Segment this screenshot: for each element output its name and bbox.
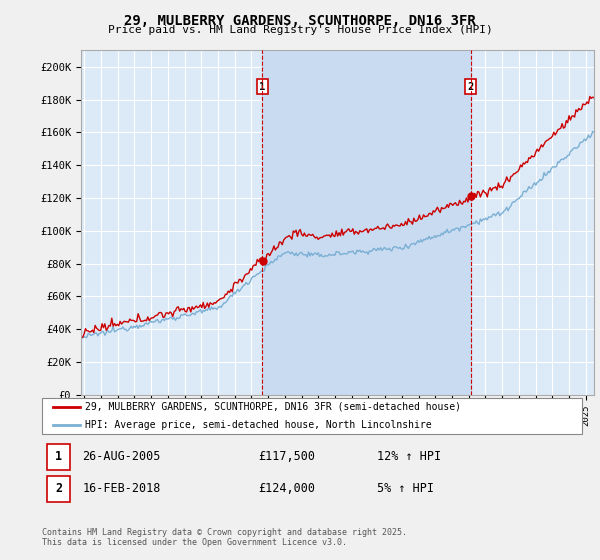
- FancyBboxPatch shape: [42, 398, 582, 434]
- Text: 16-FEB-2018: 16-FEB-2018: [83, 482, 161, 496]
- Text: 2: 2: [467, 82, 474, 92]
- Bar: [262, 50, 470, 395]
- FancyBboxPatch shape: [47, 476, 70, 502]
- Text: 29, MULBERRY GARDENS, SCUNTHORPE, DN16 3FR (semi-detached house): 29, MULBERRY GARDENS, SCUNTHORPE, DN16 3…: [85, 402, 461, 412]
- Text: HPI: Average price, semi-detached house, North Lincolnshire: HPI: Average price, semi-detached house,…: [85, 420, 432, 430]
- Text: 1: 1: [259, 82, 265, 92]
- Text: Price paid vs. HM Land Registry's House Price Index (HPI): Price paid vs. HM Land Registry's House …: [107, 25, 493, 35]
- FancyBboxPatch shape: [47, 444, 70, 470]
- Text: 29, MULBERRY GARDENS, SCUNTHORPE, DN16 3FR: 29, MULBERRY GARDENS, SCUNTHORPE, DN16 3…: [124, 14, 476, 28]
- Text: 5% ↑ HPI: 5% ↑ HPI: [377, 482, 434, 496]
- Text: 1: 1: [55, 450, 62, 463]
- Text: 2: 2: [55, 482, 62, 496]
- Text: 26-AUG-2005: 26-AUG-2005: [83, 450, 161, 463]
- Text: £117,500: £117,500: [258, 450, 315, 463]
- Text: 12% ↑ HPI: 12% ↑ HPI: [377, 450, 441, 463]
- Text: Contains HM Land Registry data © Crown copyright and database right 2025.
This d: Contains HM Land Registry data © Crown c…: [42, 528, 407, 547]
- Text: £124,000: £124,000: [258, 482, 315, 496]
